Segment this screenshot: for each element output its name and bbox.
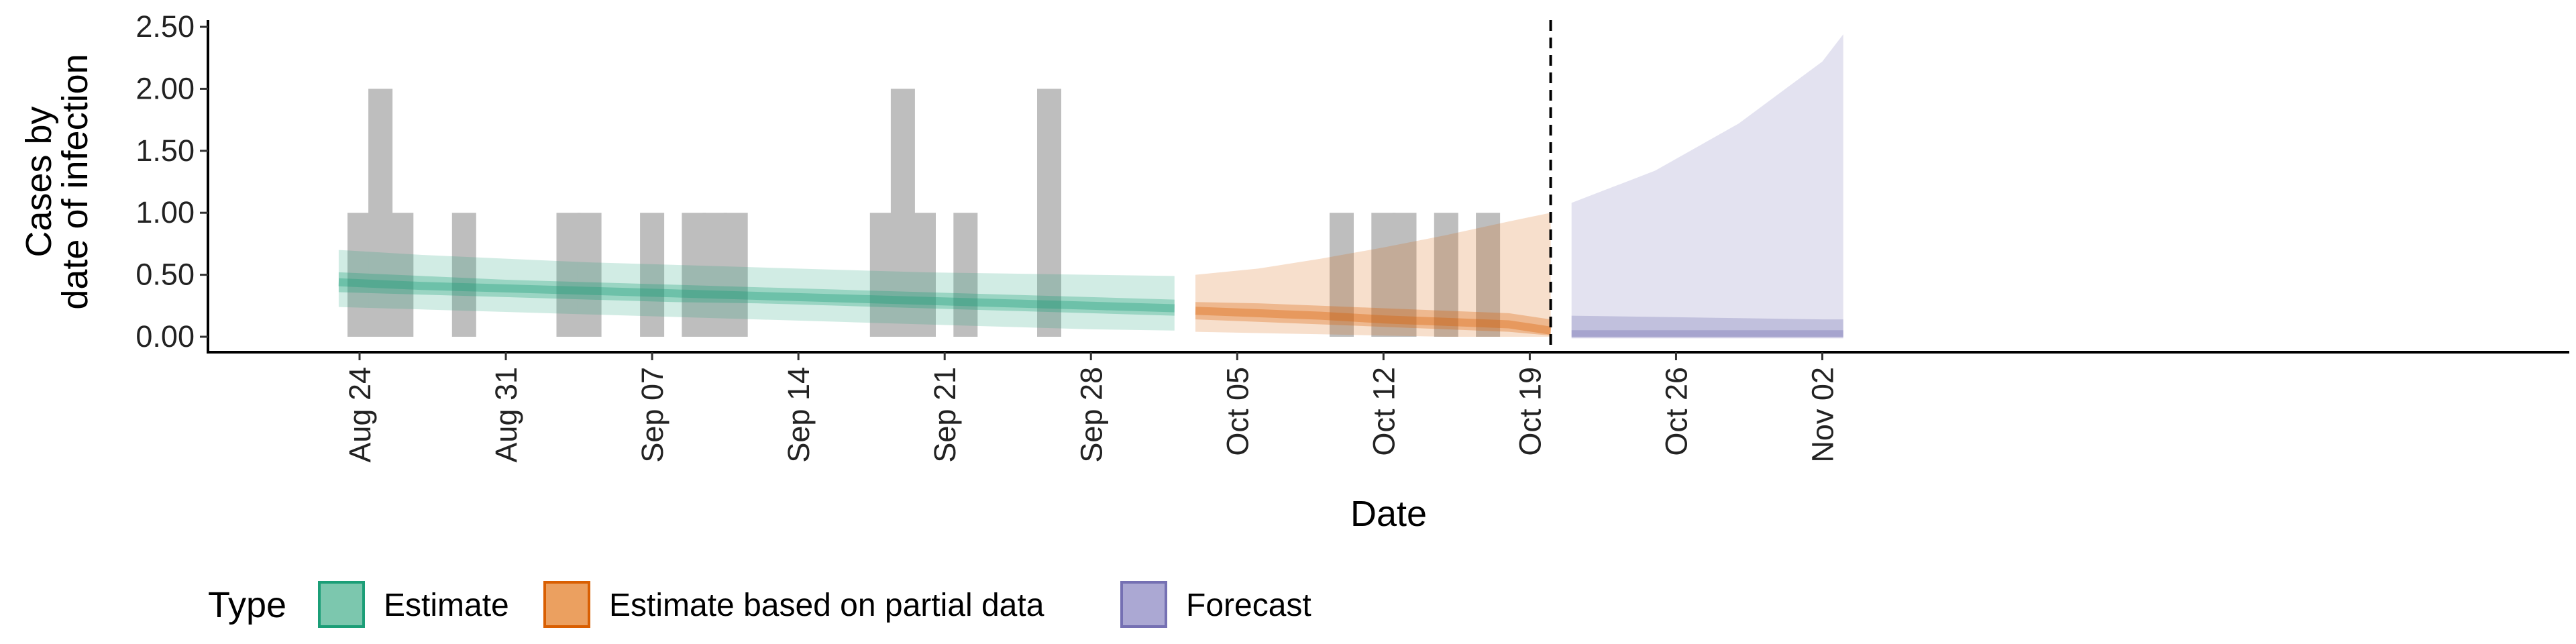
- legend-key: [1120, 581, 1167, 628]
- x-axis-title: Date: [1350, 494, 1427, 534]
- x-tick-label: Aug 31: [489, 367, 523, 463]
- y-tick-label: 0.00: [136, 319, 195, 354]
- observed-case-bar: [702, 213, 727, 337]
- observed-case-bar: [1371, 213, 1396, 337]
- legend-title: Type: [208, 585, 286, 625]
- observed-case-bar: [577, 213, 602, 337]
- legend-key: [543, 581, 590, 628]
- x-tick-label: Oct 12: [1366, 367, 1401, 456]
- legend-label: Estimate based on partial data: [609, 588, 1044, 623]
- y-tick-label: 1.50: [136, 133, 195, 168]
- observed-case-bar: [640, 213, 665, 337]
- observed-case-bar: [1476, 213, 1501, 337]
- observed-case-bar: [389, 213, 414, 337]
- legend: Type Estimate Estimate based on partial da…: [208, 581, 1311, 628]
- inner-interval-band: [1571, 315, 1843, 337]
- y-tick-label: 0.50: [136, 258, 195, 292]
- observed-case-bar: [1330, 213, 1354, 337]
- median-line: [1195, 307, 1552, 335]
- observed-case-bar: [723, 213, 748, 337]
- x-tick-label: Sep 07: [635, 367, 669, 463]
- observed-case-bar: [1434, 213, 1458, 337]
- x-tick-label: Sep 21: [928, 367, 962, 463]
- x-tick-label: Nov 02: [1806, 367, 1840, 463]
- inner-interval-band: [338, 272, 1175, 316]
- observed-case-bar: [682, 213, 706, 337]
- observed-case-bar: [1392, 213, 1417, 337]
- x-tick-label: Oct 19: [1513, 367, 1547, 456]
- inner-interval-band: [1195, 302, 1551, 336]
- y-axis-title-line: Cases by: [19, 106, 59, 257]
- plot-area: [338, 20, 1843, 352]
- axes: 0.00 0.50 1.00 1.50 2.00 2.50 Aug 24 Aug 31 Sep …: [19, 9, 2569, 534]
- median-line: [338, 278, 1175, 313]
- y-axis-title: Cases bydate of infection: [19, 54, 95, 309]
- observed-case-bar: [953, 213, 978, 337]
- x-tick-label: Aug 24: [343, 367, 377, 463]
- x-tick-label: Oct 26: [1659, 367, 1693, 456]
- observed-case-bar: [451, 213, 476, 337]
- observed-case-bar: [890, 89, 915, 337]
- outer-interval-band: [1195, 213, 1551, 337]
- outer-interval-band: [338, 250, 1175, 331]
- legend-label: Forecast: [1186, 588, 1311, 623]
- observed-case-bar: [869, 213, 894, 337]
- legend-label: Estimate: [384, 588, 509, 623]
- y-axis-title-line: date of infection: [55, 54, 95, 309]
- x-tick-label: Sep 14: [782, 367, 816, 463]
- x-tick-label: Sep 28: [1074, 367, 1108, 463]
- observed-case-bar: [1037, 89, 1061, 337]
- observed-case-bar: [556, 213, 581, 337]
- outer-interval-band: [1571, 34, 1843, 337]
- x-tick-label: Oct 05: [1220, 367, 1254, 456]
- y-tick-label: 2.50: [136, 9, 195, 44]
- legend-key: [318, 581, 365, 628]
- observed-case-bar: [368, 89, 393, 337]
- y-tick-label: 2.00: [136, 71, 195, 105]
- observed-case-bar: [347, 213, 372, 337]
- observed-case-bar: [912, 213, 936, 337]
- y-tick-label: 1.00: [136, 195, 195, 229]
